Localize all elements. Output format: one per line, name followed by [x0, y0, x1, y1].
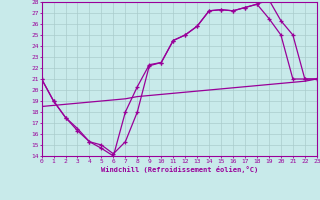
X-axis label: Windchill (Refroidissement éolien,°C): Windchill (Refroidissement éolien,°C)	[100, 166, 258, 173]
